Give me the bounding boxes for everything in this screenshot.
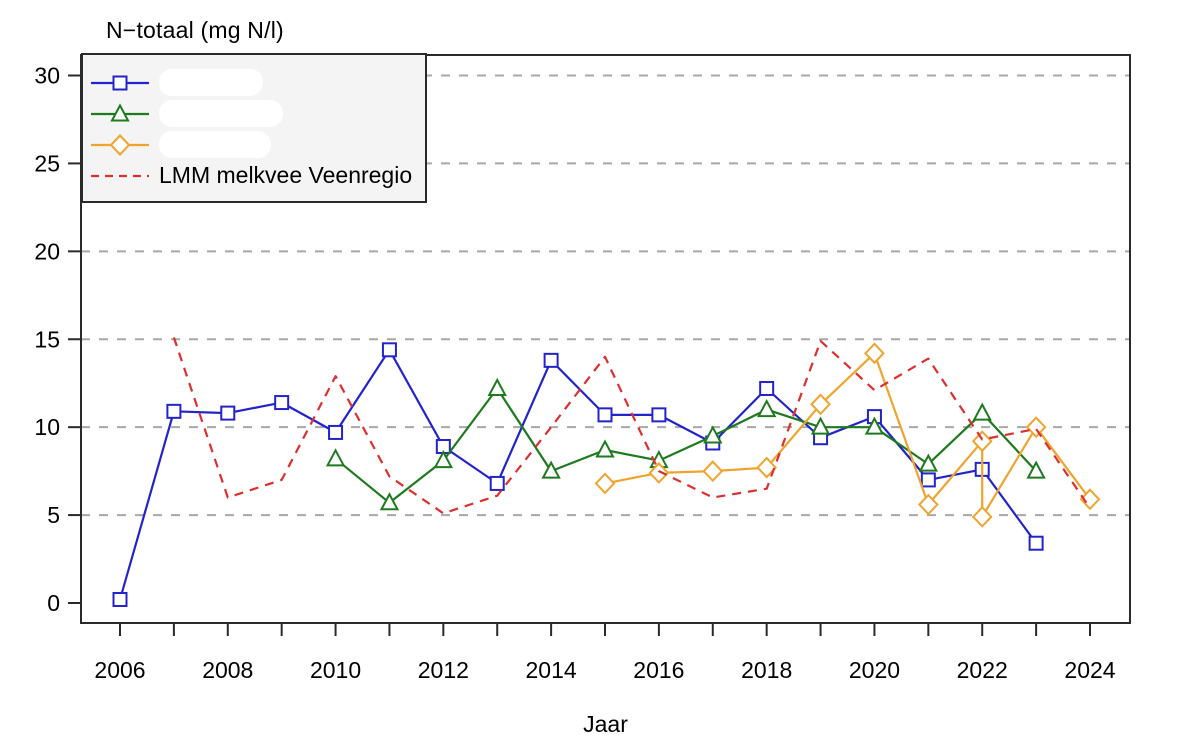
x-tick-label: 2010 <box>310 657 361 683</box>
y-tick-label: 5 <box>47 502 60 528</box>
series-4-line <box>172 337 1091 515</box>
legend-marker-diamond <box>109 133 131 156</box>
series-2-marker <box>595 439 615 458</box>
x-tick-label: 2014 <box>526 657 577 683</box>
legend-swatch <box>91 174 149 177</box>
series-3-marker <box>702 460 724 483</box>
y-tick-label: 10 <box>34 414 60 440</box>
legend-item-2 <box>83 98 425 129</box>
legend-swatch <box>91 102 149 121</box>
x-tick-label: 2022 <box>957 657 1008 683</box>
x-tick-label: 2018 <box>741 657 792 683</box>
series-1-marker <box>651 407 667 423</box>
series-1-line <box>118 348 1037 600</box>
series-2-marker <box>757 398 777 418</box>
legend-swatch <box>91 75 149 90</box>
x-tick-label: 2024 <box>1064 657 1115 683</box>
series-1-marker <box>597 407 613 423</box>
series-1-marker <box>112 591 128 607</box>
legend-marker-triangle <box>110 102 130 121</box>
series-2-marker <box>972 402 992 421</box>
x-tick-label: 2006 <box>94 657 145 683</box>
series-3-line <box>604 352 1091 518</box>
legend-label-redacted <box>159 100 283 127</box>
series-1-marker <box>220 405 236 421</box>
x-tick-label: 2012 <box>418 657 469 683</box>
series-2-marker <box>433 449 454 469</box>
legend-label: LMM melkvee Veenregio <box>159 162 413 188</box>
series-2-marker <box>1026 460 1046 479</box>
legend-label-redacted <box>159 69 263 96</box>
legend-item-4: LMM melkvee Veenregio <box>83 160 425 191</box>
y-tick-label: 30 <box>34 63 60 89</box>
y-tick-label: 25 <box>34 150 60 176</box>
series-2-marker <box>325 448 346 467</box>
legend-label-redacted <box>159 131 271 158</box>
series-3-marker <box>648 461 670 484</box>
series-1-marker <box>489 475 505 491</box>
series-3-marker <box>917 493 939 516</box>
series-3-marker <box>1079 488 1101 511</box>
series-3-marker <box>971 505 993 528</box>
series-2-marker <box>487 377 507 396</box>
series-1-marker <box>920 472 936 488</box>
chart-title: N−totaal (mg N/l) <box>106 17 284 43</box>
series-1-marker <box>328 424 344 440</box>
series-3-marker <box>971 430 993 453</box>
series-3-marker <box>810 393 831 416</box>
series-1-marker <box>166 403 182 419</box>
series-1-marker <box>1028 535 1044 551</box>
x-tick-label: 2020 <box>849 657 900 683</box>
series-2-marker <box>703 425 723 444</box>
series-1-marker <box>274 395 290 411</box>
series-3-marker <box>756 456 778 479</box>
series-1-marker <box>759 380 775 396</box>
series-1-marker <box>543 352 559 368</box>
series-2-marker <box>541 460 561 479</box>
x-axis-label: Jaar <box>583 711 628 737</box>
series-2-line <box>334 387 1037 504</box>
series-3-marker <box>1025 416 1047 439</box>
series-1-marker <box>381 342 397 358</box>
series-2-marker <box>810 416 831 435</box>
legend: LMM melkvee Veenregio <box>81 53 427 203</box>
x-tick-label: 2008 <box>202 657 253 683</box>
legend-swatch <box>91 133 149 156</box>
x-tick-label: 2016 <box>633 657 684 683</box>
legend-item-3 <box>83 129 425 160</box>
y-tick-label: 15 <box>34 326 60 352</box>
series-3-marker <box>594 472 616 495</box>
y-tick-label: 20 <box>34 238 60 264</box>
series-2-marker <box>864 416 885 435</box>
series-3-marker <box>864 342 885 365</box>
series-2-marker <box>918 453 939 472</box>
series-2-marker <box>379 492 400 511</box>
y-tick-label: 0 <box>47 590 60 616</box>
legend-marker-square <box>112 75 128 90</box>
legend-item-1 <box>83 67 425 98</box>
